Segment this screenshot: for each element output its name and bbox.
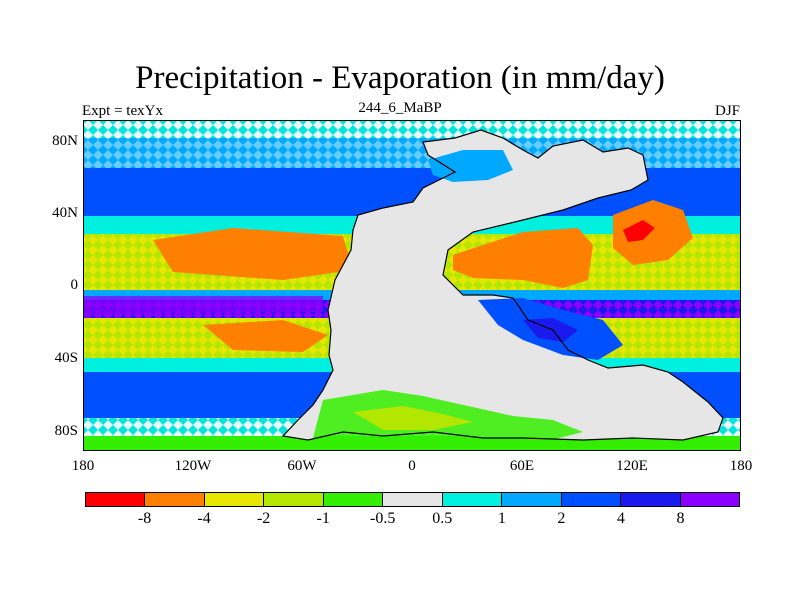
colorbar-label: 2 — [557, 510, 566, 527]
colorbar-label: 1 — [497, 510, 506, 527]
colorbar — [85, 492, 740, 507]
colorbar-label: -2 — [256, 510, 271, 527]
x-tick-label: 180 — [729, 458, 753, 474]
y-tick-label: 0 — [70, 277, 79, 293]
dry-core-east-continent — [613, 200, 693, 265]
y-tick-label: 40S — [54, 350, 78, 366]
colorbar-label: 8 — [676, 510, 685, 527]
map-plot — [83, 120, 741, 451]
colorbar-box — [383, 492, 443, 507]
x-tick-label: 60W — [287, 458, 317, 474]
colorbar-box — [680, 492, 740, 507]
x-tick-label: 120E — [616, 458, 648, 474]
coastline — [281, 129, 724, 441]
colorbar-box — [264, 492, 324, 507]
x-tick-label: 60E — [509, 458, 535, 474]
wet-band-east-pacific — [83, 296, 323, 314]
colorbar-box — [145, 492, 205, 507]
colorbar-box — [204, 492, 265, 507]
dry-core-north-pacific — [153, 228, 353, 280]
wet-core-north-continent — [428, 150, 513, 182]
map-panel — [83, 120, 741, 451]
colorbar-label: 4 — [616, 510, 625, 527]
dry-core-north-continent — [453, 228, 593, 288]
dry-core-south-pacific — [203, 320, 328, 352]
x-tick-label: 0 — [408, 458, 416, 474]
colorbar-label: -1 — [316, 510, 330, 527]
y-tick-label: 40N — [52, 205, 78, 221]
colorbar-box — [442, 492, 503, 507]
chart-subtitle: 244_6_MaBP — [358, 100, 442, 116]
continent — [283, 130, 723, 440]
colorbar-label: -0.5 — [370, 510, 396, 527]
x-tick-label: 120W — [174, 458, 212, 474]
colorbar-box — [323, 492, 384, 507]
southern-continent-band-inner — [353, 406, 473, 430]
colorbar-label: -8 — [137, 510, 152, 527]
x-tick-label: 180 — [71, 458, 95, 474]
colorbar-box — [621, 492, 681, 507]
y-tick-label: 80S — [54, 423, 78, 439]
colorbar-box — [502, 492, 562, 507]
colorbar-box — [561, 492, 622, 507]
colorbar-box — [85, 492, 146, 507]
y-tick-label: 80N — [52, 133, 78, 149]
band-arctic — [83, 120, 741, 138]
colorbar-label: -4 — [197, 510, 211, 527]
season-label: DJF — [714, 103, 740, 119]
dry-extreme-east — [623, 220, 655, 242]
experiment-label: Expt = texYx — [82, 103, 163, 119]
colorbar-label: 0.5 — [432, 510, 453, 527]
chart-title: Precipitation - Evaporation (in mm/day) — [135, 60, 665, 96]
